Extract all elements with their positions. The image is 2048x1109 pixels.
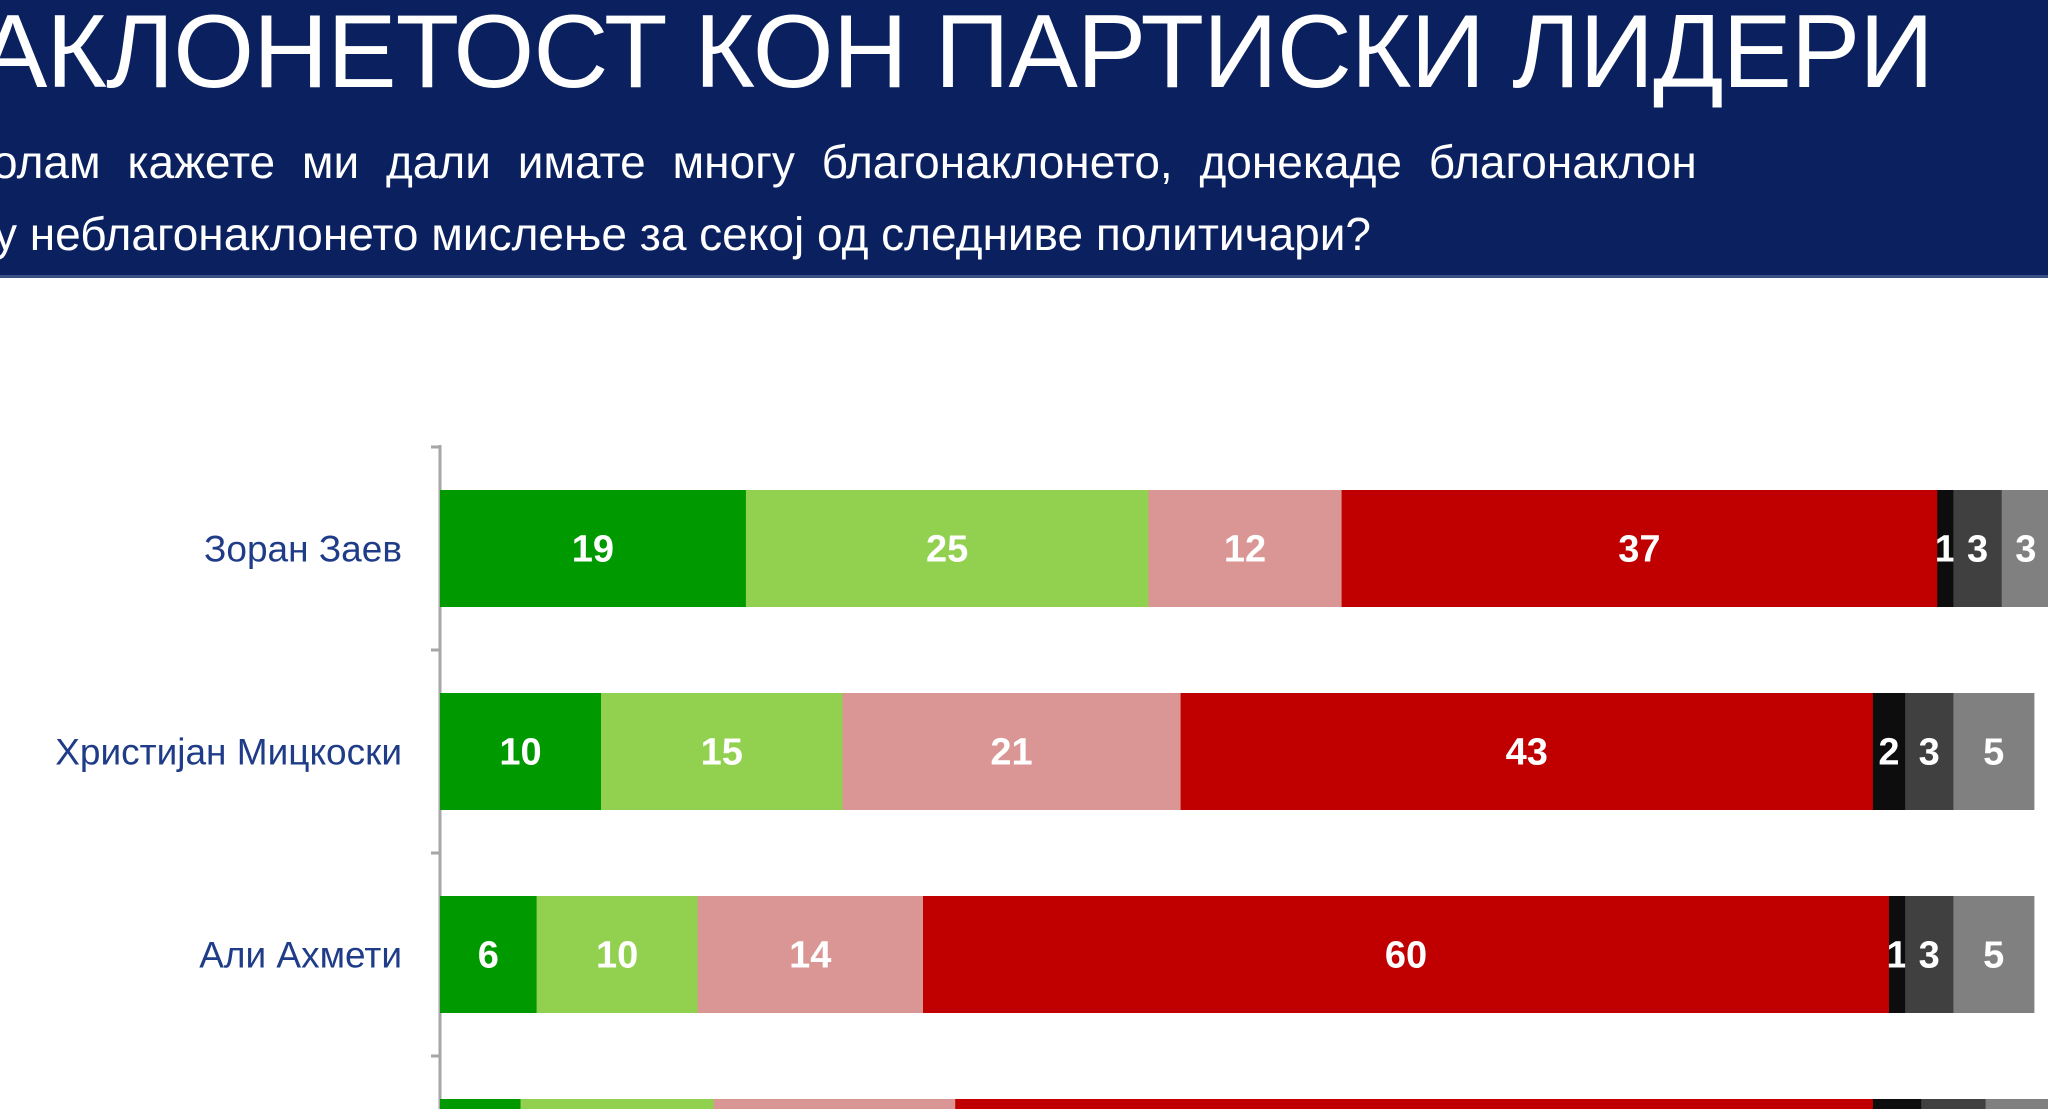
bar-segment <box>1985 1099 2048 1109</box>
data-label: 3 <box>2015 529 2036 571</box>
bar-segment <box>1148 490 1343 607</box>
data-label: 1 <box>1935 529 1956 571</box>
header-banner: АКЛОНЕТОСТ КОН ПАРТИСКИ ЛИДЕРИ олам каже… <box>0 0 2048 278</box>
bar-segment <box>440 1099 521 1109</box>
bar-segment <box>1937 490 1954 607</box>
bar-segment <box>1872 693 1906 810</box>
bar-segment <box>842 693 1182 810</box>
bar-segment <box>440 490 747 607</box>
data-label: 14 <box>789 935 831 977</box>
bar-segment <box>601 693 843 810</box>
data-label: 43 <box>1506 732 1548 774</box>
bar-segment <box>697 896 924 1013</box>
bar-segment <box>1905 896 1954 1013</box>
data-label: 15 <box>701 732 743 774</box>
bar-segment <box>440 693 602 810</box>
data-label: 5 <box>1983 935 2004 977</box>
bar-segment <box>1889 896 1906 1013</box>
bar-segment <box>1953 896 2035 1013</box>
data-label: 12 <box>1224 529 1266 571</box>
category-label: Христијан Мицкоски <box>55 732 402 773</box>
bar-segment <box>440 896 538 1013</box>
data-label: 60 <box>1385 935 1427 977</box>
data-label: 21 <box>990 732 1032 774</box>
bar-segment <box>1953 490 2003 607</box>
data-label: 25 <box>926 529 968 571</box>
category-label: Зоран Заев <box>204 529 402 570</box>
bar-segment <box>1953 693 2035 810</box>
bar-segment <box>923 896 1890 1013</box>
data-label: 37 <box>1618 529 1660 571</box>
data-label: 19 <box>572 529 614 571</box>
data-label: 1 <box>1886 935 1907 977</box>
bar-segment <box>713 1099 956 1109</box>
page-title: АКЛОНЕТОСТ КОН ПАРТИСКИ ЛИДЕРИ <box>0 0 1934 110</box>
data-label: 6 <box>478 935 499 977</box>
bar-segment <box>1872 1099 1922 1109</box>
bar-segment <box>1180 693 1874 810</box>
bar-segment <box>1921 1099 1987 1109</box>
data-label: 5 <box>1983 732 2004 774</box>
question-line-1: олам кажете ми дали имате многу благонак… <box>0 136 1697 188</box>
data-label: 3 <box>1919 732 1940 774</box>
bar-segment <box>2001 490 2048 607</box>
data-label: 10 <box>499 732 541 774</box>
bar-segment <box>745 490 1149 607</box>
data-label: 2 <box>1878 732 1899 774</box>
category-label: Али Ахмети <box>199 935 402 976</box>
bar-segment <box>520 1099 715 1109</box>
bar-segment <box>1341 490 1938 607</box>
bar-segment <box>536 896 699 1013</box>
data-label: 10 <box>596 935 638 977</box>
bar-segment <box>955 1099 1874 1109</box>
data-label: 3 <box>1919 935 1940 977</box>
question-line-2: у неблагонаклонето мислење за секој од с… <box>0 208 1372 260</box>
bar-segment <box>1905 693 1954 810</box>
data-label: 3 <box>1967 529 1988 571</box>
